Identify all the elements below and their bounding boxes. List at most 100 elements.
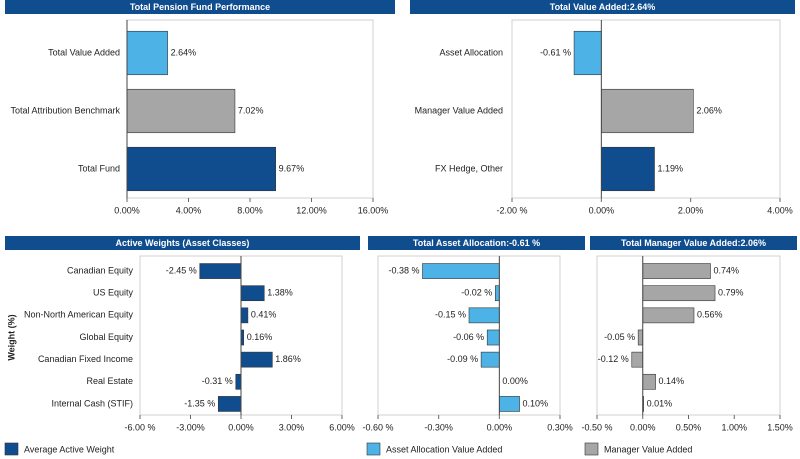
bar bbox=[631, 351, 644, 368]
x-tick-label: 12.00% bbox=[296, 205, 327, 215]
value-label: 1.38% bbox=[267, 288, 293, 298]
x-tick-label: -0.50 % bbox=[581, 422, 612, 432]
title-bar bbox=[590, 236, 797, 250]
value-label: 0.41% bbox=[251, 310, 277, 320]
legend-swatch bbox=[584, 442, 599, 456]
value-label: -1.35 % bbox=[184, 398, 215, 408]
bar bbox=[235, 373, 242, 390]
plot-frame bbox=[377, 255, 561, 416]
x-tick-label: 0.00% bbox=[487, 422, 513, 432]
category-label: Total Fund bbox=[78, 163, 120, 173]
x-tick-label: -0.60 % bbox=[362, 422, 393, 432]
value-label: -0.15 % bbox=[435, 310, 466, 320]
category-label: FX Hedge, Other bbox=[435, 163, 503, 173]
x-tick-label: 4.00% bbox=[176, 205, 202, 215]
value-label: 0.01% bbox=[647, 398, 673, 408]
value-label: 0.10% bbox=[523, 398, 549, 408]
title-bar bbox=[5, 0, 395, 14]
bar bbox=[642, 373, 656, 390]
bar bbox=[642, 285, 716, 302]
category-label: Global Equity bbox=[79, 332, 133, 342]
category-label: Non-North American Equity bbox=[24, 310, 134, 320]
value-label: 1.86% bbox=[275, 354, 301, 364]
category-label: Real Estate bbox=[86, 376, 133, 386]
title-bar bbox=[410, 0, 795, 14]
panel-title: Total Value Added:2.64% bbox=[550, 2, 656, 12]
category-label: Manager Value Added bbox=[415, 105, 503, 115]
legend-label: Manager Value Added bbox=[604, 444, 692, 454]
legend-swatch bbox=[366, 442, 381, 456]
value-label: 7.02% bbox=[238, 105, 264, 115]
category-label: Total Value Added bbox=[48, 47, 120, 57]
x-tick-label: -0.30% bbox=[424, 422, 453, 432]
x-tick-label: 0.00% bbox=[589, 205, 615, 215]
bar bbox=[240, 285, 265, 302]
panel-title: Total Manager Value Added:2.06% bbox=[621, 238, 766, 248]
value-label: -2.45 % bbox=[166, 265, 197, 275]
bar bbox=[486, 329, 500, 346]
bar bbox=[199, 263, 242, 279]
value-label: -0.06 % bbox=[453, 332, 484, 342]
x-tick-label: 1.00% bbox=[721, 422, 747, 432]
category-label: US Equity bbox=[93, 288, 134, 298]
bar bbox=[494, 285, 500, 302]
value-label: 0.14% bbox=[659, 376, 685, 386]
value-label: 0.79% bbox=[718, 288, 744, 298]
value-label: 9.67% bbox=[279, 163, 305, 173]
category-label: Canadian Fixed Income bbox=[38, 354, 133, 364]
bar bbox=[637, 329, 644, 346]
x-tick-label: 4.00% bbox=[767, 205, 793, 215]
y-axis-label: Weight (%) bbox=[6, 314, 16, 360]
x-tick-label: 16.00% bbox=[358, 205, 389, 215]
x-tick-label: -2.00 % bbox=[496, 205, 527, 215]
bar bbox=[126, 88, 236, 134]
plot-frame bbox=[511, 19, 781, 199]
bar bbox=[573, 30, 602, 76]
bar bbox=[126, 30, 168, 76]
value-label: -0.38 % bbox=[388, 265, 419, 275]
value-label: -0.31 % bbox=[202, 376, 233, 386]
x-tick-label: 0.30% bbox=[547, 422, 573, 432]
title-bar bbox=[5, 236, 360, 250]
x-tick-label: 2.00% bbox=[678, 205, 704, 215]
legend-label: Average Active Weight bbox=[24, 444, 115, 454]
value-label: -0.61 % bbox=[540, 47, 571, 57]
panel-title: Total Pension Fund Performance bbox=[130, 2, 270, 12]
title-bar bbox=[368, 236, 585, 250]
value-label: 0.74% bbox=[713, 265, 739, 275]
bar bbox=[601, 146, 655, 192]
legend-swatch bbox=[4, 442, 19, 456]
bar bbox=[642, 307, 695, 324]
x-tick-label: 1.50% bbox=[767, 422, 793, 432]
panel-title: Total Asset Allocation:-0.61 % bbox=[413, 238, 540, 248]
bar bbox=[601, 88, 694, 134]
bar bbox=[240, 351, 273, 368]
value-label: 2.64% bbox=[171, 47, 197, 57]
x-tick-label: 0.00% bbox=[630, 422, 656, 432]
bar bbox=[499, 396, 520, 412]
legend-label: Asset Allocation Value Added bbox=[386, 444, 502, 454]
value-label: -0.02 % bbox=[461, 288, 492, 298]
x-tick-label: 0.50% bbox=[676, 422, 702, 432]
bar bbox=[422, 263, 500, 279]
x-tick-label: 0.00% bbox=[228, 422, 254, 432]
value-label: 1.19% bbox=[657, 163, 683, 173]
bar bbox=[480, 351, 500, 368]
value-label: 2.06% bbox=[696, 105, 722, 115]
category-label: Canadian Equity bbox=[67, 265, 134, 275]
panel-title: Active Weights (Asset Classes) bbox=[116, 238, 250, 248]
value-label: 0.00% bbox=[502, 376, 528, 386]
category-label: Asset Allocation bbox=[439, 47, 503, 57]
x-tick-label: 0.00% bbox=[114, 205, 140, 215]
x-tick-label: 8.00% bbox=[237, 205, 263, 215]
category-label: Internal Cash (STIF) bbox=[51, 398, 133, 408]
value-label: -0.05 % bbox=[604, 332, 635, 342]
value-label: 0.16% bbox=[247, 332, 273, 342]
value-label: -0.09 % bbox=[447, 354, 478, 364]
bar bbox=[468, 307, 500, 324]
value-label: 0.56% bbox=[697, 310, 723, 320]
category-label: Total Attribution Benchmark bbox=[10, 105, 120, 115]
x-tick-label: -3.00% bbox=[176, 422, 205, 432]
value-label: -0.12 % bbox=[598, 354, 629, 364]
